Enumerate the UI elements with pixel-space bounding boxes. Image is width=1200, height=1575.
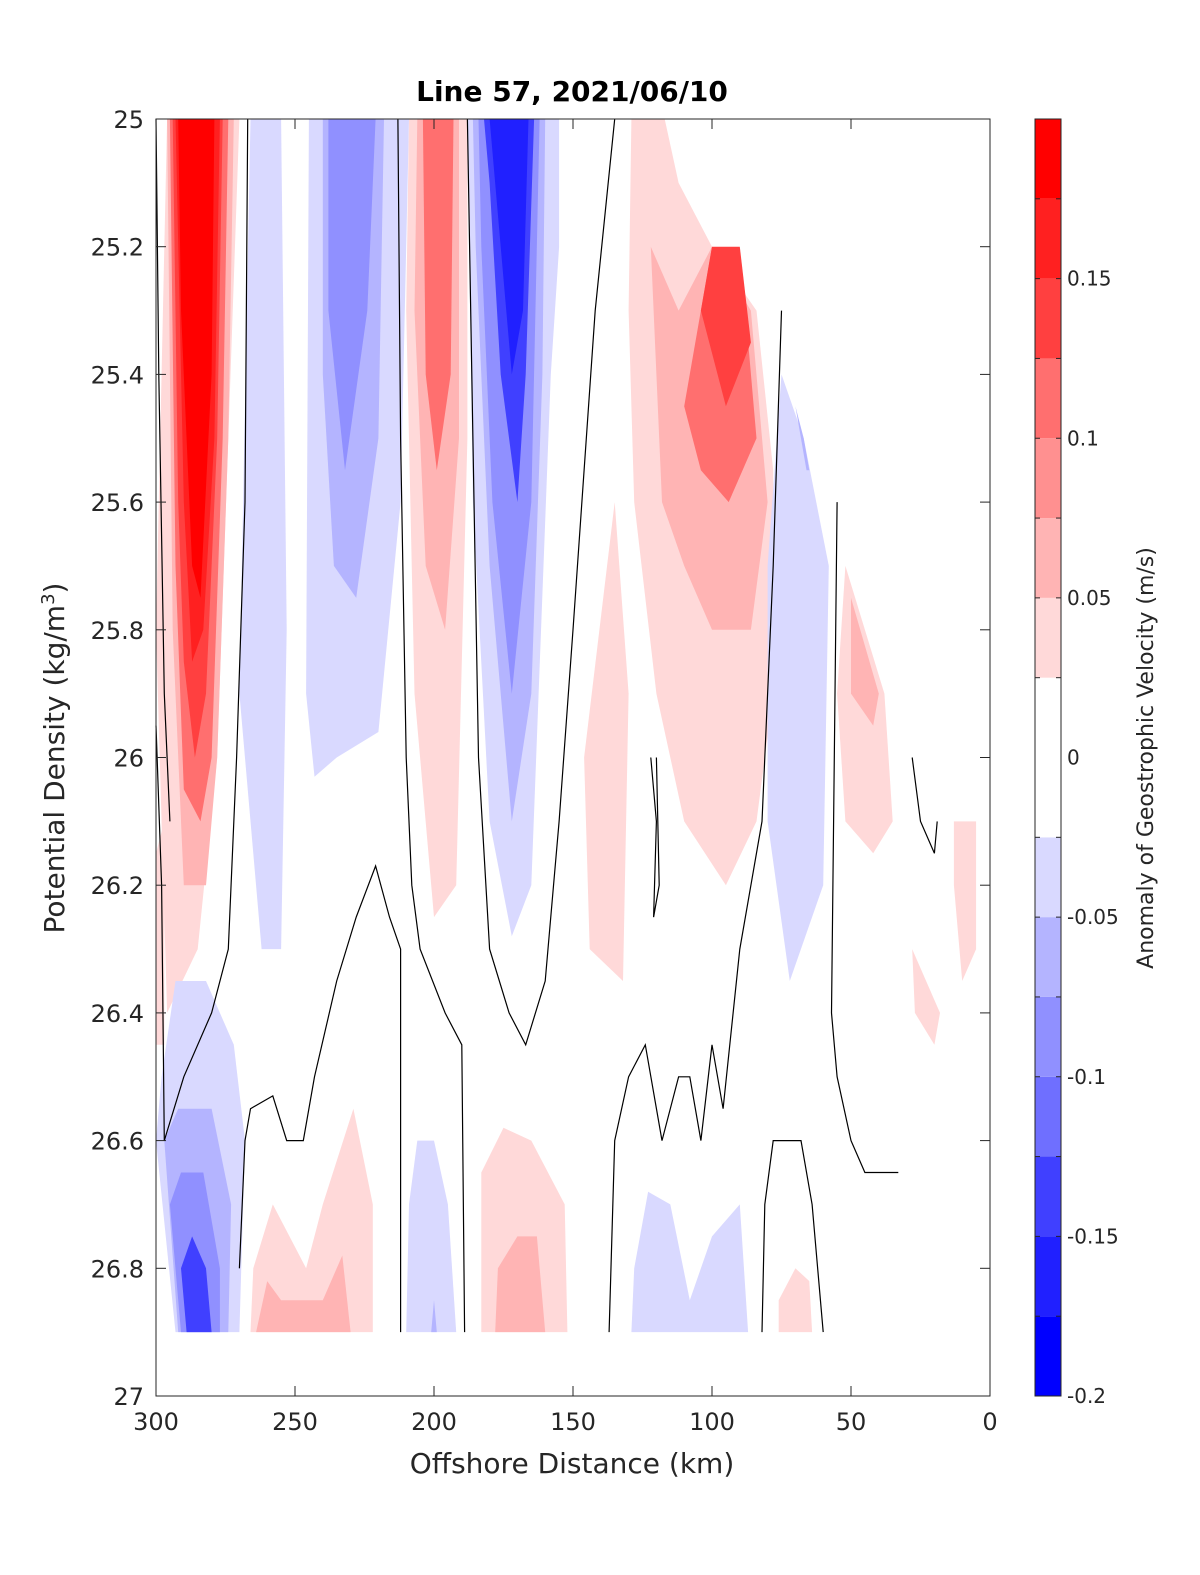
y-tick-label: 25: [113, 106, 144, 134]
colorbar-tick-label: -0.2: [1067, 1384, 1106, 1408]
colorbar-tick-label: -0.1: [1067, 1065, 1106, 1089]
colorbar-tick-label: 0: [1067, 746, 1080, 770]
y-tick-label: 25.8: [91, 617, 144, 645]
velocity-region-pos-right-41: [584, 502, 629, 981]
velocity-region-neg-70-23: [795, 406, 810, 471]
zero-contour-3: [238, 864, 402, 1333]
velocity-region-pos-right-38: [912, 949, 940, 1045]
zero-contour-7: [608, 310, 783, 1333]
y-tick-label: 25.2: [91, 234, 144, 262]
colorbar-level-10: [1035, 438, 1061, 519]
velocity-region-neg-285-deep-29: [181, 1236, 212, 1333]
zero-contour-5: [466, 118, 616, 1047]
chart-title: Line 57, 2021/06/10: [416, 75, 728, 108]
velocity-region-jet-300-pos-5: [178, 119, 215, 598]
x-tick-label: 300: [133, 1408, 179, 1436]
velocity-regions: [156, 119, 977, 1333]
colorbar-level-13: [1035, 198, 1061, 279]
zero-contour-9: [830, 502, 899, 1174]
velocity-region-pos-175-deep-35: [495, 1236, 546, 1333]
y-axis-label: Potential Density (kg/m3): [38, 583, 71, 934]
velocity-region-neg-110-deep-36: [631, 1191, 749, 1333]
x-tick-label: 50: [836, 1408, 867, 1436]
colorbar-frame: [1034, 118, 1062, 1397]
y-tick-label: 27: [113, 1383, 144, 1411]
colorbar-level-3: [1035, 1076, 1061, 1157]
colorbar-level-5: [1035, 917, 1061, 997]
colorbar-level-7: [1035, 677, 1061, 838]
zero-contour-8: [761, 1139, 824, 1333]
colorbar-level-0: [1035, 1316, 1061, 1396]
colorbar-tick-label: -0.15: [1067, 1224, 1119, 1248]
colorbar-level-2: [1035, 1156, 1061, 1237]
colorbar-tick-label: -0.05: [1067, 905, 1119, 929]
colorbar-label: Anomaly of Geostrophic Velocity (m/s): [1134, 547, 1159, 969]
x-tick-label: 100: [689, 1408, 735, 1436]
colorbar-level-9: [1035, 518, 1061, 598]
velocity-region-pos-right-39: [953, 821, 977, 981]
y-axis-label-close: ): [38, 583, 71, 594]
x-tick-label: 250: [272, 1408, 318, 1436]
colorbar: -0.2 -0.15 -0.1 -0.05 0 0.05 0.1 0.15: [1034, 118, 1119, 1408]
y-tick-label: 26.4: [91, 1000, 144, 1028]
y-tick-label: 26: [113, 745, 144, 773]
velocity-region-neg-230-9: [328, 119, 376, 471]
y-axis: 25 25.2 25.4 25.6 25.8 26 26.2 26.4 26.6 26.8 27: [91, 106, 990, 1411]
colorbar-level-11: [1035, 358, 1061, 439]
velocity-region-pos-100-21: [700, 246, 751, 407]
velocity-region-neg-200-deep-32: [406, 1140, 457, 1333]
colorbar-levels: [1035, 119, 1061, 1396]
colorbar-tick-label: 0.15: [1067, 267, 1112, 291]
y-tick-label: 25.4: [91, 361, 144, 389]
zero-contour-6: [650, 757, 660, 918]
velocity-region-neg-70-22: [767, 374, 829, 981]
x-tick-label: 0: [982, 1408, 997, 1436]
x-tick-label: 150: [550, 1408, 596, 1436]
x-tick-label: 200: [411, 1408, 457, 1436]
colorbar-level-4: [1035, 996, 1061, 1077]
plot-area: 300 250 200 150 100 50 0 2525.225.425.625.8262…: [91, 106, 998, 1436]
colorbar-tick-label: 0.1: [1067, 426, 1099, 450]
velocity-region-pos-200-12: [422, 119, 454, 471]
y-tick-label: 25.6: [91, 489, 144, 517]
y-tick-label: 26.6: [91, 1128, 144, 1156]
colorbar-level-6: [1035, 837, 1061, 918]
y-axis-label-main: Potential Density (kg/m: [38, 605, 71, 934]
y-tick-label: 26.8: [91, 1255, 144, 1283]
velocity-region-pos-255-deep-31: [256, 1255, 351, 1333]
colorbar-level-12: [1035, 278, 1061, 359]
colorbar-level-1: [1035, 1236, 1061, 1317]
zero-contour-2: [163, 118, 249, 1141]
velocity-region-pos-45-25: [851, 597, 879, 726]
zero-contour-4: [397, 118, 466, 1333]
colorbar-level-8: [1035, 597, 1061, 678]
velocity-region-pos-75-deep-37: [778, 1268, 813, 1333]
zero-contour-10: [911, 757, 938, 854]
velocity-region-neg-170-17: [489, 119, 529, 375]
velocity-region-neg-255-6: [239, 119, 287, 950]
velocity-region-neg-200-deep-33: [431, 1300, 437, 1333]
colorbar-level-14: [1035, 119, 1061, 199]
y-axis-label-sup: 3: [38, 593, 59, 604]
x-axis-label: Offshore Distance (km): [410, 1447, 735, 1480]
y-tick-label: 26.2: [91, 872, 144, 900]
colorbar-ticks: -0.2 -0.15 -0.1 -0.05 0 0.05 0.1 0.15: [1035, 198, 1119, 1408]
x-axis: 300 250 200 150 100 50 0: [133, 119, 998, 1436]
colorbar-tick-label: 0.05: [1067, 586, 1112, 610]
